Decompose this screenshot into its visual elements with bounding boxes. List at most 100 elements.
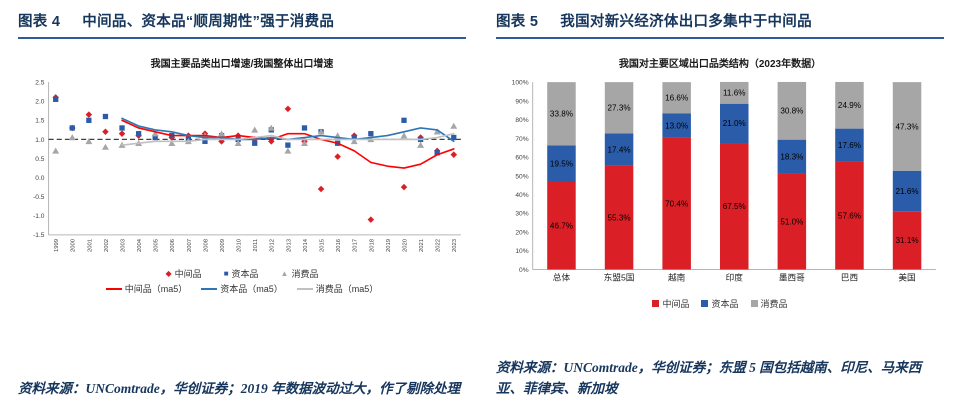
svg-text:13.0%: 13.0% xyxy=(665,121,688,130)
legend-item: ▲ 消费品 xyxy=(281,267,319,280)
legend-label: 消费品 xyxy=(291,269,319,280)
svg-text:90%: 90% xyxy=(515,98,528,105)
figure4-label: 图表 4 xyxy=(18,14,61,30)
legend-label: 中间品 xyxy=(662,298,690,309)
svg-text:2.0: 2.0 xyxy=(35,99,45,106)
svg-text:0.5: 0.5 xyxy=(35,156,45,163)
svg-text:70%: 70% xyxy=(515,136,528,143)
svg-text:31.1%: 31.1% xyxy=(896,236,919,245)
svg-text:-1.0: -1.0 xyxy=(33,213,45,220)
svg-text:18.3%: 18.3% xyxy=(780,153,803,162)
figure4-legend-lines: 中间品（ma5） 资本品（ma5） 消费品（ma5） xyxy=(18,282,466,295)
svg-text:2013: 2013 xyxy=(286,238,292,252)
svg-text:24.9%: 24.9% xyxy=(838,101,861,110)
legend-item: 中间品（ma5） xyxy=(105,282,188,295)
svg-text:越南: 越南 xyxy=(668,272,686,283)
svg-text:墨西哥: 墨西哥 xyxy=(779,273,805,283)
svg-text:印度: 印度 xyxy=(726,272,744,283)
legend-item: 资本品 xyxy=(701,297,739,310)
figure4-panel: 图表 4 中间品、资本品“顺周期性”强于消费品 我国主要品类出口增速/我国整体出… xyxy=(18,10,466,400)
svg-text:1.0: 1.0 xyxy=(35,137,45,144)
svg-text:21.6%: 21.6% xyxy=(896,187,919,196)
figure5-chart-title: 我国对主要区域出口品类结构（2023年数据） xyxy=(618,59,822,70)
legend-line-icon xyxy=(105,287,122,290)
svg-text:2012: 2012 xyxy=(270,239,276,252)
svg-text:2002: 2002 xyxy=(104,239,110,252)
svg-text:美国: 美国 xyxy=(898,272,915,283)
legend-label: 资本品 xyxy=(231,269,259,280)
svg-text:67.5%: 67.5% xyxy=(723,202,746,211)
svg-text:33.8%: 33.8% xyxy=(550,110,573,119)
figure5-panel: 图表 5 我国对新兴经济体出口多集中于中间品 我国对主要区域出口品类结构（202… xyxy=(496,10,944,400)
figure5-source-note: 资料来源：UNComtrade，华创证券；东盟 5 国包括越南、印尼、马来西亚、… xyxy=(496,360,922,397)
legend-swatch-icon xyxy=(750,299,758,307)
legend-square-icon: ■ xyxy=(223,268,229,278)
legend-label: 消费品（ma5） xyxy=(315,284,379,295)
figure4-source-note: 资料来源：UNComtrade，华创证券；2019 年数据波动过大，作了剔除处理 xyxy=(18,381,461,397)
svg-text:2017: 2017 xyxy=(353,239,359,252)
figure5-label: 图表 5 xyxy=(496,14,539,30)
legend-swatch-icon xyxy=(701,299,709,307)
svg-text:0%: 0% xyxy=(519,267,529,274)
svg-text:2006: 2006 xyxy=(170,238,176,252)
svg-text:2014: 2014 xyxy=(303,238,309,252)
svg-text:2018: 2018 xyxy=(369,238,375,252)
svg-text:11.6%: 11.6% xyxy=(723,89,745,98)
svg-text:2.5: 2.5 xyxy=(35,79,45,86)
svg-text:总体: 总体 xyxy=(553,272,571,283)
svg-text:16.6%: 16.6% xyxy=(665,94,688,103)
svg-text:2015: 2015 xyxy=(320,238,326,252)
svg-text:2001: 2001 xyxy=(87,239,93,252)
svg-text:30.8%: 30.8% xyxy=(780,107,803,116)
svg-text:30%: 30% xyxy=(515,211,528,218)
legend-item: 消费品 xyxy=(750,297,788,310)
svg-text:2000: 2000 xyxy=(71,238,77,252)
svg-text:57.6%: 57.6% xyxy=(838,211,861,220)
legend-label: 中间品（ma5） xyxy=(124,284,188,295)
svg-text:17.4%: 17.4% xyxy=(608,145,631,154)
svg-text:100%: 100% xyxy=(512,80,529,87)
svg-text:51.0%: 51.0% xyxy=(780,218,803,227)
legend-item: ◆ 中间品 xyxy=(166,267,202,280)
figure5-title: 我国对新兴经济体出口多集中于中间品 xyxy=(560,14,812,30)
svg-text:1999: 1999 xyxy=(54,239,60,252)
svg-text:60%: 60% xyxy=(515,155,528,162)
svg-text:0.0: 0.0 xyxy=(35,175,45,182)
figure4-legend-markers: ◆ 中间品 ■ 资本品 ▲ 消费品 xyxy=(18,267,466,280)
legend-line-icon xyxy=(201,287,218,290)
svg-text:10%: 10% xyxy=(515,248,528,255)
svg-text:-0.5: -0.5 xyxy=(33,194,45,201)
svg-text:27.3%: 27.3% xyxy=(608,104,631,113)
svg-text:2021: 2021 xyxy=(419,239,425,252)
legend-label: 中间品 xyxy=(174,269,202,280)
svg-text:20%: 20% xyxy=(515,229,528,236)
figure4-header: 图表 4 中间品、资本品“顺周期性”强于消费品 xyxy=(18,10,466,39)
svg-text:2016: 2016 xyxy=(336,238,342,252)
legend-label: 消费品 xyxy=(760,298,788,309)
svg-text:2011: 2011 xyxy=(253,239,259,252)
svg-text:东盟5国: 东盟5国 xyxy=(604,272,635,283)
legend-item: 中间品 xyxy=(652,297,689,310)
svg-text:2005: 2005 xyxy=(154,238,160,252)
svg-text:2003: 2003 xyxy=(120,238,126,252)
figure4-title: 中间品、资本品“顺周期性”强于消费品 xyxy=(82,14,335,30)
legend-triangle-icon: ▲ xyxy=(280,268,289,278)
svg-text:55.3%: 55.3% xyxy=(608,214,631,223)
svg-text:17.6%: 17.6% xyxy=(838,141,861,150)
svg-text:50%: 50% xyxy=(515,173,528,180)
svg-text:2008: 2008 xyxy=(203,238,209,252)
figure4-chart-title: 我国主要品类出口增速/我国整体出口增速 xyxy=(150,59,334,70)
legend-label: 资本品（ma5） xyxy=(220,284,283,295)
svg-text:2009: 2009 xyxy=(220,239,226,252)
svg-text:1.5: 1.5 xyxy=(35,118,45,125)
legend-item: 消费品（ma5） xyxy=(296,282,379,295)
svg-text:2004: 2004 xyxy=(137,238,143,252)
svg-text:80%: 80% xyxy=(515,117,528,124)
svg-text:47.3%: 47.3% xyxy=(896,122,919,131)
svg-text:2019: 2019 xyxy=(386,239,392,252)
svg-text:40%: 40% xyxy=(515,192,528,199)
svg-text:2023: 2023 xyxy=(452,238,458,252)
svg-text:2020: 2020 xyxy=(402,238,408,252)
legend-diamond-icon: ◆ xyxy=(165,268,172,278)
